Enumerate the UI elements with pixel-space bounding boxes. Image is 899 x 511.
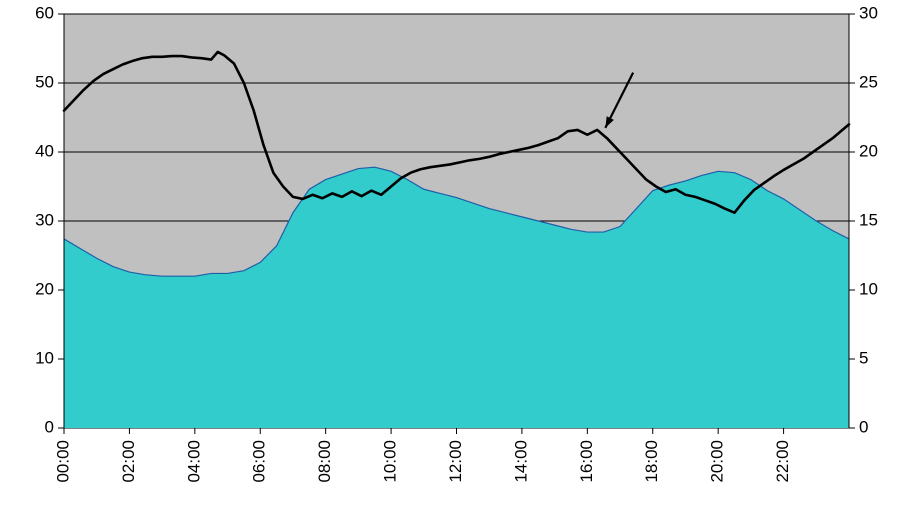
y-left-tick-label: 20 (35, 279, 54, 298)
y-left-tick-label: 50 (35, 72, 54, 91)
x-tick-label: 10:00 (381, 440, 400, 483)
dual-axis-area-line-chart: 0 10 20 30 40 50 60 0 5 10 15 20 25 30 00:00 02:00 04:00… (0, 0, 899, 511)
y-right-tick-label: 30 (859, 3, 878, 22)
y-right-tick-label: 20 (859, 141, 878, 160)
y-left-tick-label: 30 (35, 210, 54, 229)
x-tick-label: 14:00 (511, 440, 530, 483)
y-right-tick-label: 25 (859, 72, 878, 91)
y-right-tick-label: 15 (859, 210, 878, 229)
x-tick-label: 16:00 (577, 440, 596, 483)
x-tick-label: 00:00 (53, 440, 72, 483)
x-tick-label: 20:00 (708, 440, 727, 483)
x-tick-label: 18:00 (642, 440, 661, 483)
x-tick-label: 22:00 (773, 440, 792, 483)
y-right-tick-label: 5 (859, 348, 868, 367)
y-right-tick-label: 0 (859, 417, 868, 436)
x-tick-label: 02:00 (119, 440, 138, 483)
y-right-tick-label: 10 (859, 279, 878, 298)
chart-container: 0 10 20 30 40 50 60 0 5 10 15 20 25 30 00:00 02:00 04:00… (0, 0, 899, 511)
y-left-tick-label: 0 (45, 417, 54, 436)
x-tick-label: 04:00 (184, 440, 203, 483)
y-left-tick-label: 40 (35, 141, 54, 160)
y-left-tick-label: 60 (35, 3, 54, 22)
x-tick-label: 06:00 (250, 440, 269, 483)
x-tick-label: 08:00 (315, 440, 334, 483)
x-tick-label: 12:00 (446, 440, 465, 483)
y-left-tick-label: 10 (35, 348, 54, 367)
